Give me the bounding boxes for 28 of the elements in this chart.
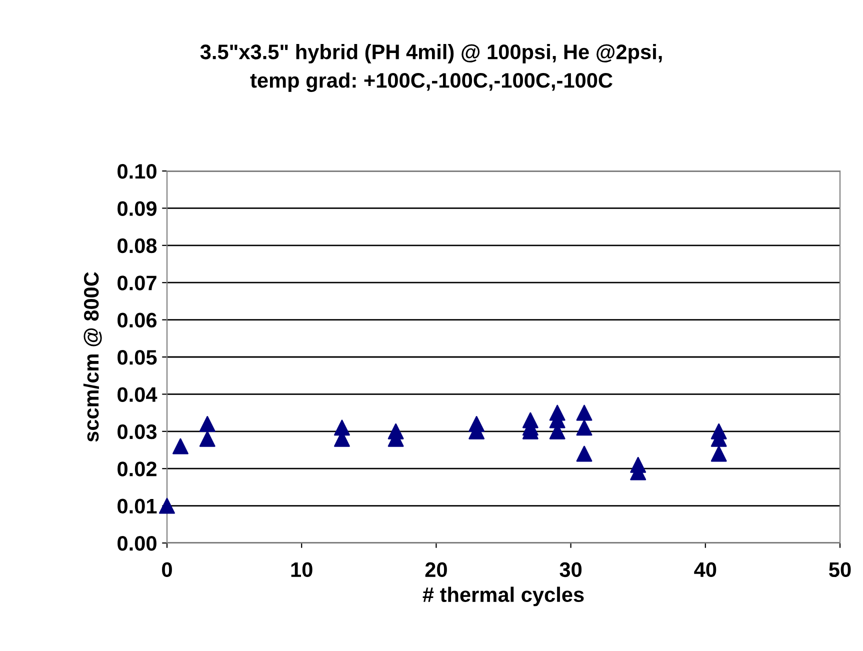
x-tick-label: 0 (162, 562, 172, 578)
y-tick-label: 0.06 (118, 312, 157, 328)
y-tick-label: 0.09 (118, 201, 157, 216)
x-tick-label: 30 (560, 562, 582, 578)
y-tick-label: 0.04 (118, 387, 158, 402)
x-tick-label: 40 (694, 562, 716, 578)
y-tick-label: 0.00 (118, 536, 156, 551)
y-tick-label: 0.03 (118, 424, 157, 440)
x-axis-title: # thermal cycles (422, 586, 584, 606)
y-tick-label: 0.07 (118, 276, 156, 290)
y-tick-label: 0.08 (118, 238, 157, 254)
chart-title: 3.5"x3.5" hybrid (PH 4mil) @ 100psi, He @2psi, temp grad: +100C,-100C,-100C,-100C (200, 44, 662, 92)
y-tick-label: 0.10 (118, 164, 156, 179)
y-tick-label: 0.02 (118, 462, 156, 476)
point (199, 430, 216, 447)
x-tick-label: 50 (829, 562, 851, 578)
point (576, 404, 592, 421)
point (199, 416, 216, 432)
point (172, 438, 188, 454)
y-tick-label: 0.05 (118, 350, 157, 365)
y-axis-title: sccm/cm @ 800C (83, 272, 102, 442)
point (576, 420, 592, 436)
point (159, 498, 175, 514)
x-tick-label: 10 (291, 562, 312, 578)
y-tick-label: 0.01 (118, 498, 157, 514)
x-tick-label: 20 (425, 562, 447, 578)
point (576, 446, 592, 462)
point (710, 446, 727, 462)
